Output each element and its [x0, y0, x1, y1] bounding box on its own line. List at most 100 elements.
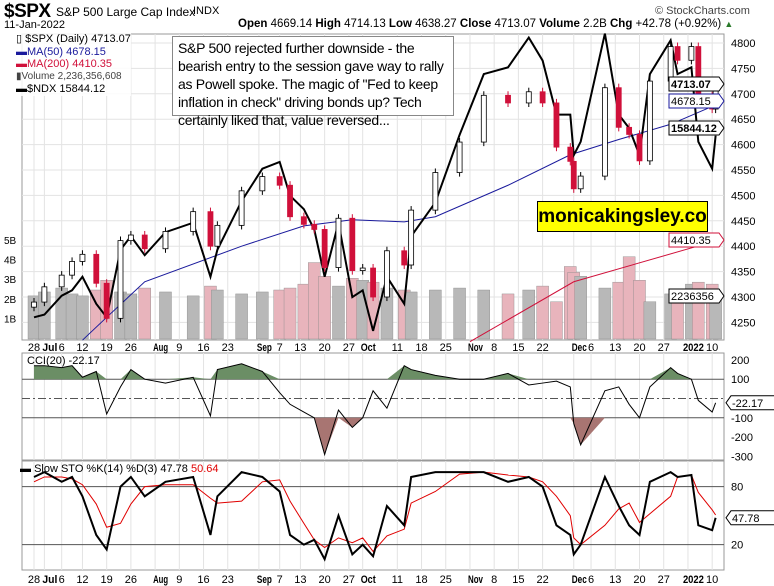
candle-down	[311, 223, 318, 230]
legend-volume: ▮Volume 2,236,356,608	[16, 71, 131, 84]
candle-up	[602, 87, 608, 177]
volume-bar	[211, 289, 224, 340]
volume-bar	[550, 301, 563, 340]
candle-up	[58, 274, 65, 288]
x-tick-label: 13	[609, 342, 621, 354]
volume-label: Volume	[539, 18, 580, 30]
sto-d-line	[33, 471, 717, 553]
candle-down	[300, 216, 307, 225]
candle-up	[238, 190, 245, 226]
tag-text: 2236356	[671, 291, 714, 303]
candle-up	[41, 286, 48, 303]
ma50-line	[82, 104, 716, 341]
candle-up	[525, 91, 532, 104]
candle-down	[321, 229, 328, 268]
x-tick-label: 6	[588, 574, 594, 586]
volume-bar	[283, 287, 297, 340]
x-tick-label: Aug	[153, 342, 168, 354]
sto-tag: 47.78	[725, 510, 774, 526]
candle-down	[276, 176, 283, 186]
legend: ▯ $SPX (Daily) 4713.07 ▬MA(50) 4678.15 ▬…	[16, 33, 131, 96]
cci-tick-label: 200	[731, 355, 749, 367]
volume-bar	[536, 285, 549, 340]
cci-tick-label: -100	[731, 413, 753, 425]
sto-d-value: 50.64	[190, 463, 219, 475]
x-tick-label: 2022	[683, 342, 704, 354]
x-tick-label: Dec	[572, 574, 587, 586]
up-arrow-icon: ▲	[724, 19, 734, 29]
candle-up	[117, 240, 124, 319]
volume-bar	[598, 287, 612, 340]
symbol: $SPX	[4, 1, 51, 22]
volume-tag: 2236356	[668, 288, 725, 304]
chg-value: +42.78 (+0.92%)	[635, 18, 722, 30]
volume-bar	[159, 291, 172, 340]
x-tick-label: 28	[28, 342, 40, 354]
tag-box	[668, 232, 725, 248]
candle-up	[384, 250, 390, 298]
legend-ndx: ▬$NDX 15844.12	[16, 83, 106, 95]
high-label: High	[315, 18, 341, 30]
cci-positive-fill	[34, 363, 716, 380]
legend-ndx-text: $NDX 15844.12	[27, 83, 106, 95]
sto-tick-label: 80	[731, 482, 743, 494]
price-tick-label: 4750	[731, 63, 755, 75]
x-tick-label: 27	[343, 574, 355, 586]
low-label: Low	[388, 18, 412, 30]
volume-bar	[643, 301, 657, 340]
x-tick-label: 26	[125, 342, 137, 354]
candle-up	[31, 301, 37, 308]
volume-bar	[522, 289, 535, 340]
candle-down	[505, 94, 511, 104]
x-tick-label: 20	[633, 574, 645, 586]
candle-down	[103, 282, 110, 319]
candle-down	[553, 102, 560, 148]
ohlc-summary: Open 4669.14 High 4714.13 Low 4638.27 Cl…	[238, 18, 733, 30]
tag-text: 47.78	[732, 513, 760, 525]
x-tick-label: 18	[415, 574, 427, 586]
candle-down	[567, 146, 574, 162]
x-tick-label: Nov	[468, 574, 484, 586]
price-tick-label: 4550	[731, 165, 755, 177]
price-tick-label: 4300	[731, 292, 755, 304]
open-label: Open	[238, 18, 268, 30]
candle-up	[646, 80, 653, 162]
x-tick-label: 23	[222, 342, 234, 354]
candle-up	[162, 231, 169, 250]
x-tick-label: 20	[319, 342, 331, 354]
x-tick-label: 15	[512, 342, 524, 354]
candle-up	[335, 217, 342, 268]
volume-bar	[404, 291, 418, 340]
candle-up	[79, 253, 86, 262]
candle-down	[570, 160, 577, 190]
candle-up	[190, 211, 197, 232]
low-value: 4638.27	[415, 18, 457, 30]
x-tick-label: 2022	[683, 574, 704, 586]
x-tick-label: 9	[176, 574, 182, 586]
volume-bar	[124, 293, 138, 340]
x-tick-label: 13	[294, 342, 306, 354]
x-tick-label: 25	[440, 342, 452, 354]
tag-text: 4410.35	[671, 235, 711, 247]
candle-down	[626, 126, 633, 135]
panel-frame-0	[21, 33, 725, 341]
tag-box	[668, 120, 725, 136]
candle-up	[480, 94, 487, 143]
panel-frame-1	[21, 352, 725, 461]
price-tick-label: 4250	[731, 317, 755, 329]
sto-title: ▬ Slow STO %K(14) %D(3) 47.78 50.64	[20, 463, 219, 475]
date: 11-Jan-2022	[4, 19, 65, 31]
candle-down	[636, 134, 643, 162]
candle-up	[259, 176, 266, 192]
volume-icon: ▮	[16, 70, 22, 82]
volume-bar	[256, 291, 269, 340]
volume-tick-label: 3B	[4, 275, 17, 286]
x-tick-label: 12	[76, 574, 88, 586]
ma200-tag: 4410.35	[668, 232, 725, 248]
volume-bar	[429, 289, 442, 340]
x-tick-label: 8	[491, 574, 497, 586]
legend-spx: ▯ $SPX (Daily) 4713.07	[16, 33, 131, 46]
volume-bar	[477, 289, 490, 340]
candle-up	[408, 209, 415, 266]
